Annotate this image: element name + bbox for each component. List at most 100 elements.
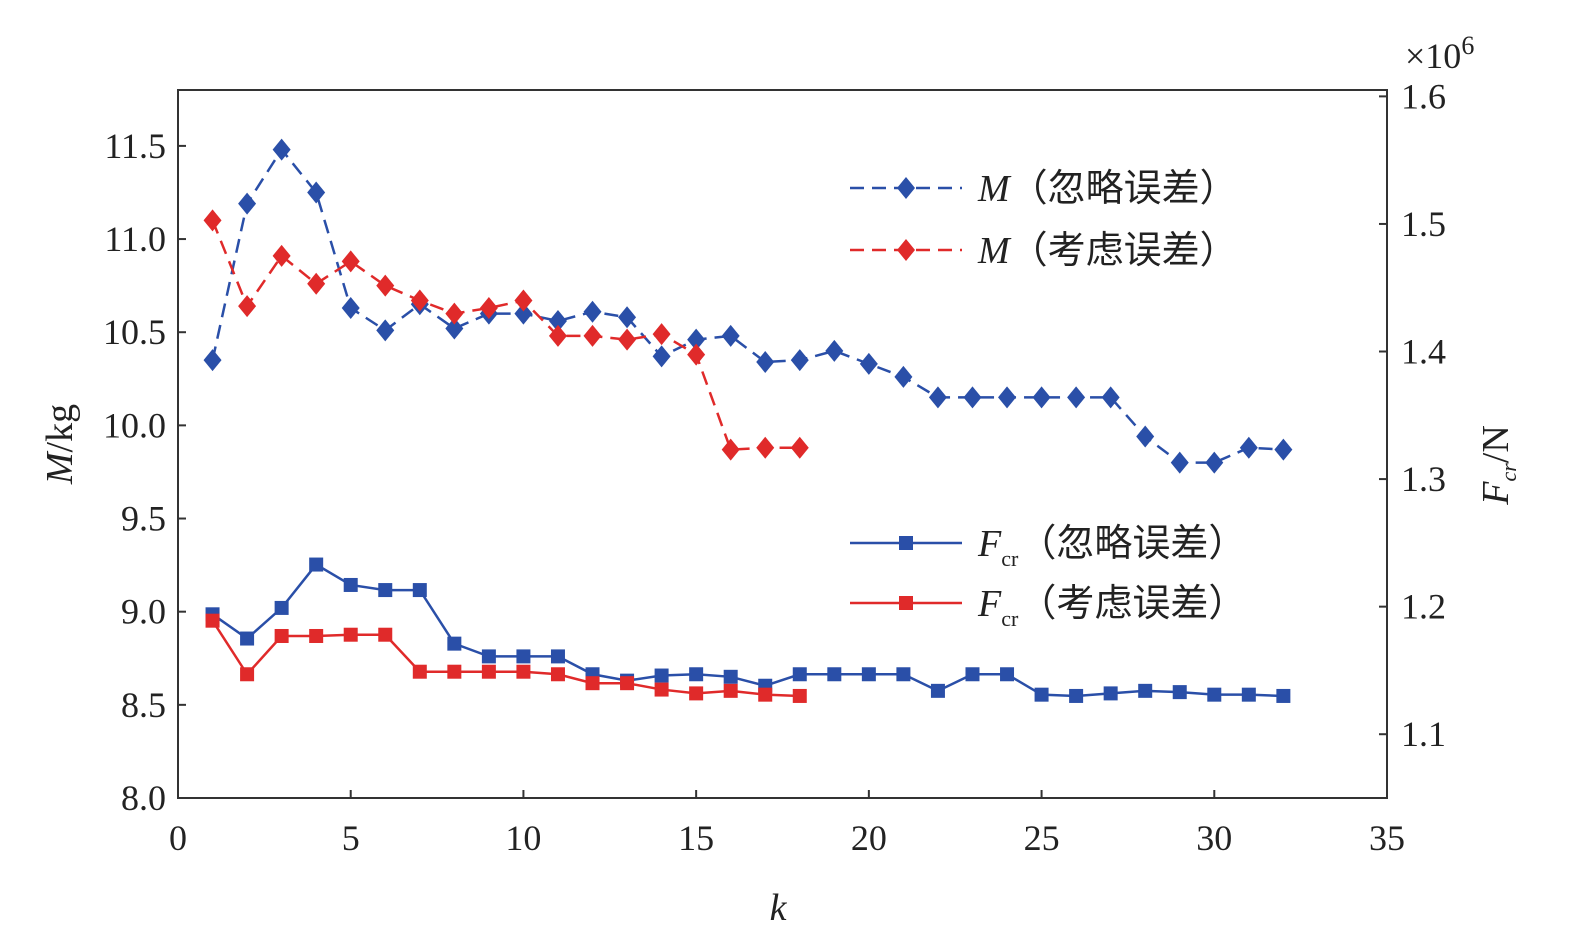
legend-marker xyxy=(897,177,915,199)
data-point xyxy=(928,386,947,409)
y-left-tick-label: 10.0 xyxy=(103,405,166,445)
data-point xyxy=(376,319,395,342)
data-point xyxy=(410,289,429,312)
data-point xyxy=(689,667,704,682)
data-point xyxy=(445,302,464,325)
legend-marker xyxy=(899,536,913,550)
data-point xyxy=(1138,683,1153,698)
data-point xyxy=(1136,425,1155,448)
data-point xyxy=(376,274,395,297)
x-tick-label: 20 xyxy=(851,818,887,858)
data-point xyxy=(618,328,637,351)
y-left-tick-label: 11.5 xyxy=(104,126,166,166)
x-axis-label: k xyxy=(770,887,788,929)
data-point xyxy=(272,244,291,267)
data-point xyxy=(859,352,878,375)
data-point xyxy=(1069,688,1084,703)
data-point xyxy=(272,138,291,161)
series-2 xyxy=(205,557,1291,703)
data-point xyxy=(516,664,531,679)
data-point xyxy=(481,664,496,679)
data-point xyxy=(965,667,980,682)
data-point xyxy=(689,686,704,701)
series-1 xyxy=(203,209,809,461)
legend-entry: M（忽略误差） xyxy=(850,168,1238,210)
legend-label: M（考虑误差） xyxy=(977,230,1238,272)
data-point xyxy=(1276,688,1291,703)
data-point xyxy=(1103,686,1118,701)
y-left-tick-label: 9.5 xyxy=(121,499,166,539)
data-point xyxy=(585,676,600,691)
plot-frame xyxy=(177,89,1388,799)
x-tick-label: 10 xyxy=(505,818,541,858)
y-left-tick-label: 11.0 xyxy=(104,219,166,259)
data-point xyxy=(479,296,498,319)
y-right-tick-label: 1.4 xyxy=(1401,332,1446,372)
data-point xyxy=(412,664,427,679)
data-point xyxy=(1207,687,1222,702)
data-point xyxy=(1067,386,1086,409)
data-point xyxy=(341,296,360,319)
data-point xyxy=(792,688,807,703)
data-point xyxy=(1205,451,1224,474)
data-point xyxy=(1172,685,1187,700)
y-left-tick-label: 9.0 xyxy=(121,592,166,632)
series-line xyxy=(211,147,1284,464)
y-left-axis-label: M/kg xyxy=(39,404,81,485)
y-left-tick-label: 8.5 xyxy=(121,685,166,725)
data-point xyxy=(240,667,255,682)
x-tick-label: 5 xyxy=(342,818,360,858)
legend-marker xyxy=(899,596,913,610)
data-point xyxy=(550,649,565,664)
data-point xyxy=(687,343,706,366)
data-point xyxy=(514,302,533,325)
data-point xyxy=(723,683,738,698)
series-0 xyxy=(203,138,1293,474)
data-point xyxy=(309,557,324,572)
y-right-tick-label: 1.1 xyxy=(1401,714,1446,754)
data-point xyxy=(1241,687,1256,702)
data-point xyxy=(583,324,602,347)
x-tick-label: 0 xyxy=(169,818,187,858)
data-point xyxy=(652,345,671,368)
data-point xyxy=(205,613,220,628)
data-point xyxy=(1034,687,1049,702)
data-point xyxy=(861,667,876,682)
data-point xyxy=(341,250,360,273)
data-point xyxy=(307,181,326,204)
data-point xyxy=(307,272,326,295)
y-right-tick-label: 1.5 xyxy=(1401,204,1446,244)
y-right-tick-label: 1.3 xyxy=(1401,459,1446,499)
data-point xyxy=(758,687,773,702)
data-point xyxy=(1101,386,1120,409)
legend-entry: Fcr（考虑误差） xyxy=(850,583,1246,631)
data-point xyxy=(963,386,982,409)
data-point xyxy=(721,438,740,461)
data-point xyxy=(238,295,257,318)
data-point xyxy=(792,667,807,682)
data-point xyxy=(894,365,913,388)
data-point xyxy=(654,682,669,697)
data-point xyxy=(654,668,669,683)
data-point xyxy=(756,436,775,459)
data-point xyxy=(1170,451,1189,474)
data-point xyxy=(827,667,842,682)
data-point xyxy=(343,627,358,642)
data-point xyxy=(550,667,565,682)
data-point xyxy=(1000,667,1015,682)
series-3 xyxy=(205,613,807,703)
data-point xyxy=(274,628,289,643)
data-point xyxy=(652,323,671,346)
x-tick-label: 35 xyxy=(1369,818,1405,858)
data-point xyxy=(896,667,911,682)
y-right-tick-label: 1.2 xyxy=(1401,587,1446,627)
data-point xyxy=(481,649,496,664)
data-point xyxy=(343,577,358,592)
data-point xyxy=(620,676,635,691)
data-point xyxy=(445,317,464,340)
y-right-tick-label: 1.6 xyxy=(1401,76,1446,116)
data-point xyxy=(412,583,427,598)
data-point xyxy=(238,192,257,215)
y-left-tick-label: 8.0 xyxy=(121,778,166,818)
data-point xyxy=(274,600,289,615)
